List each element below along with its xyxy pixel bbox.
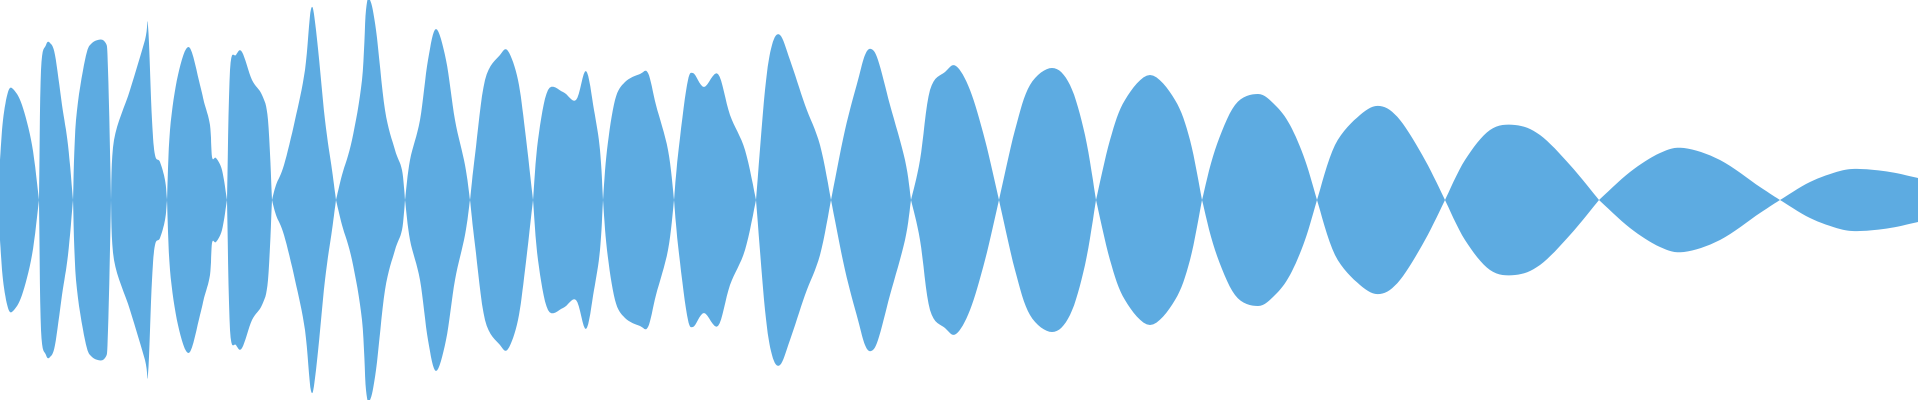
waveform-envelope xyxy=(0,0,1918,400)
audio-waveform xyxy=(0,0,1918,400)
